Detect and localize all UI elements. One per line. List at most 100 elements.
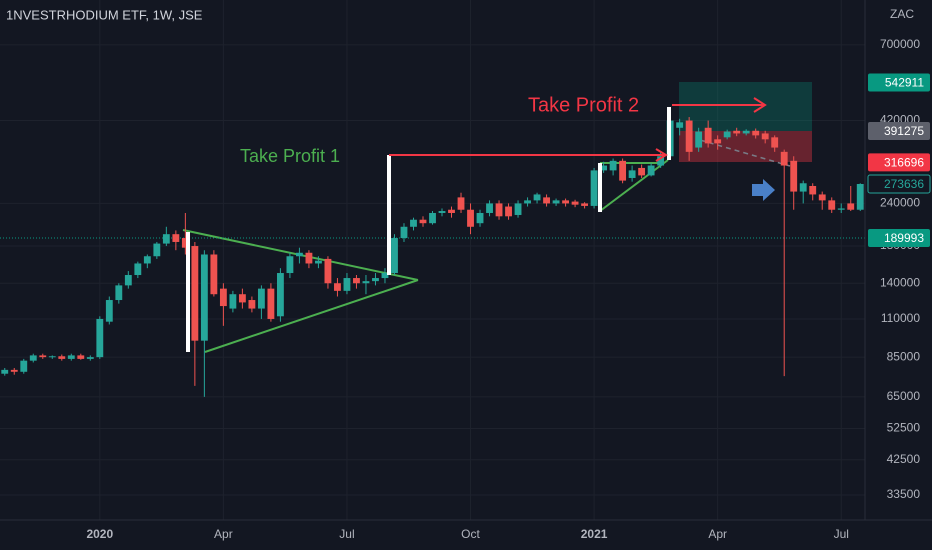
y-tick-label: 65000 — [887, 389, 921, 403]
drawings-top: Take Profit 1 Take Profit 2 — [186, 94, 775, 352]
candle-body — [229, 294, 237, 309]
candle-body — [438, 211, 446, 213]
y-tick-label: 140000 — [880, 275, 920, 289]
candle-body — [96, 318, 104, 358]
price-label: 273636 — [884, 177, 924, 191]
candle-body — [733, 130, 741, 134]
y-tick-label: 33500 — [887, 487, 921, 501]
candle-body — [400, 226, 408, 239]
candle-body — [647, 165, 655, 176]
candle-body — [638, 167, 646, 176]
candle-body — [676, 122, 684, 128]
grid — [0, 0, 865, 520]
candle-body — [315, 260, 322, 264]
candle-body — [505, 206, 512, 217]
arrow-head — [655, 148, 668, 162]
candle-body — [20, 360, 28, 372]
candle-body — [238, 294, 246, 303]
candle-body — [343, 278, 351, 291]
candle-body — [761, 133, 769, 140]
annotation: Take Profit 1 — [240, 146, 340, 166]
candle-body — [600, 165, 608, 171]
candle-body — [514, 203, 522, 215]
candle-body — [105, 300, 113, 322]
candle-body — [685, 120, 693, 152]
candle-body — [181, 238, 189, 248]
candle-body — [571, 201, 579, 205]
candle-body — [124, 275, 132, 286]
y-tick-label: 700000 — [880, 37, 920, 51]
x-tick-label: Jul — [834, 527, 849, 541]
candle-body — [362, 281, 370, 284]
candle-body — [219, 288, 227, 307]
price-label: 189993 — [884, 231, 924, 245]
candle-body — [467, 209, 474, 227]
candle-body — [818, 194, 826, 201]
candle-body — [742, 130, 750, 134]
candle-body — [771, 137, 779, 148]
candle-body — [58, 356, 66, 359]
candle-body — [353, 278, 360, 284]
x-tick-label: 2021 — [581, 527, 608, 541]
candle-body — [495, 203, 503, 217]
candle-body — [476, 212, 484, 224]
candle-body — [48, 356, 56, 358]
dashed-line — [699, 139, 791, 167]
price-label-box — [868, 73, 930, 92]
candle-body — [657, 156, 665, 166]
annotation: Take Profit 2 — [528, 94, 639, 116]
bar-pattern — [387, 155, 391, 275]
candle-body — [324, 258, 332, 284]
candle-body — [286, 256, 294, 274]
candle-body — [837, 208, 845, 210]
x-tick-label: Apr — [708, 527, 727, 541]
x-tick-label: Oct — [461, 527, 480, 541]
y-tick-label: 240000 — [880, 196, 920, 210]
x-tick-label: Apr — [214, 527, 233, 541]
candle-body — [191, 246, 199, 341]
candle-body — [276, 273, 284, 317]
y-tick-label: 52500 — [887, 421, 921, 435]
candle-body — [714, 139, 722, 144]
candle-body — [381, 273, 389, 279]
candle-body — [305, 252, 313, 264]
candle-body — [828, 200, 836, 210]
candle-body — [115, 285, 123, 301]
candle-body — [790, 160, 798, 192]
candle-body — [267, 288, 275, 319]
candle-body — [619, 160, 627, 181]
candle-body — [590, 170, 598, 206]
price-label-box — [868, 229, 930, 248]
price-label-box — [868, 122, 930, 141]
candle-body — [29, 355, 37, 361]
candle-body — [296, 252, 303, 257]
candle-body — [1, 369, 9, 374]
x-tick-label: 2020 — [86, 527, 113, 541]
candle-body — [809, 185, 817, 195]
candle-body — [609, 160, 617, 171]
candle-body — [39, 355, 47, 358]
candle-body — [533, 194, 541, 201]
bar-pattern — [186, 232, 190, 352]
candle-body — [752, 130, 760, 136]
price-label: 316696 — [884, 156, 924, 170]
candle-body — [628, 170, 636, 178]
y-tick-label: 42500 — [887, 452, 921, 466]
candle-body — [134, 263, 142, 276]
candle-body — [391, 238, 398, 274]
candle-body — [562, 200, 569, 204]
arrow-head — [753, 97, 767, 113]
candle-body — [77, 355, 85, 359]
bar-pattern — [667, 107, 671, 160]
axes: 3350042500525006500085000110000140000180… — [86, 37, 931, 541]
candle-body — [695, 131, 703, 148]
chart-title: 1NVESTRHODIUM ETF, 1W, JSE — [6, 7, 203, 22]
candle-body — [448, 209, 455, 213]
price-label: 542911 — [885, 76, 924, 90]
candle-body — [723, 131, 731, 138]
candle-body — [67, 355, 75, 359]
trend-line — [599, 159, 669, 212]
candle-body — [210, 254, 218, 295]
